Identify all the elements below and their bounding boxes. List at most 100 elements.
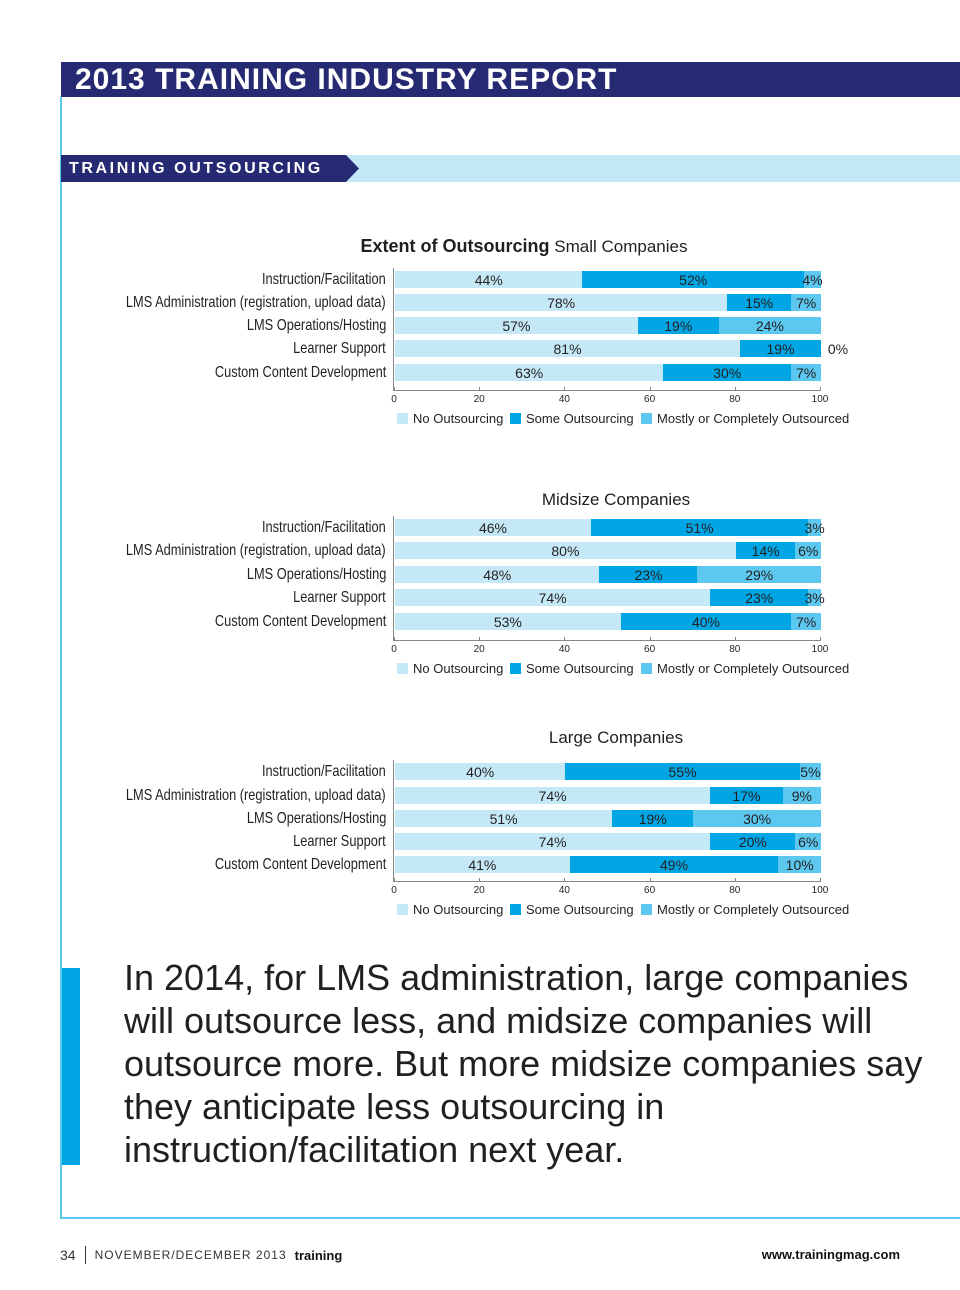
data-label: 7% (795, 614, 817, 630)
x-tick-label: 60 (644, 644, 656, 655)
bar-no-outsourcing (395, 763, 566, 780)
x-tick-label: 80 (729, 885, 741, 896)
section-tag: TRAINING OUTSOURCING (61, 155, 359, 182)
data-label: 44% (474, 272, 503, 288)
data-label: 5% (800, 764, 821, 780)
bar-no-outsourcing (395, 566, 600, 583)
bar-mostly-outsourced (718, 317, 821, 334)
bar-mostly-outsourced (791, 294, 821, 311)
x-tick-mark (820, 878, 821, 882)
bar-mostly-outsourced (808, 519, 821, 536)
data-label: 30% (713, 365, 742, 381)
legend-label: Some Outsourcing (526, 661, 634, 676)
bar-mostly-outsourced (693, 810, 821, 827)
x-tick-label: 100 (811, 644, 829, 655)
category-label: LMS Operations/Hosting (246, 317, 386, 334)
chart-title: Large Companies (549, 728, 683, 748)
x-tick-mark (734, 878, 736, 882)
data-label: 51% (489, 811, 518, 827)
x-tick-label: 80 (729, 644, 741, 655)
legend-label: Some Outsourcing (526, 902, 634, 917)
category-label: Custom Content Development (214, 613, 386, 630)
bar-some-outsourcing (599, 566, 698, 583)
legend-label: Mostly or Completely Outsourced (657, 411, 850, 426)
left-rule (60, 97, 62, 1219)
x-tick-mark (734, 387, 736, 391)
website-url[interactable]: www.trainingmag.com (761, 1247, 900, 1262)
category-label: LMS Administration (registration, upload… (126, 294, 386, 311)
bar-some-outsourcing (582, 271, 804, 288)
data-label: 40% (691, 614, 720, 630)
data-label: 15% (745, 295, 774, 311)
legend-item-mostly-outsourced: Mostly or Completely Outsourced (641, 661, 849, 676)
legend-label: Mostly or Completely Outsourced (657, 902, 850, 917)
bar-some-outsourcing (637, 317, 719, 334)
bar-no-outsourcing (395, 317, 638, 334)
footer: 34 NOVEMBER/DECEMBER 2013 training (60, 1246, 342, 1264)
report-title: 2013 TRAINING INDUSTRY REPORT (75, 63, 618, 96)
category-label: Custom Content Development (214, 856, 386, 873)
footer-divider (84, 1246, 86, 1264)
chart-subtitle: Large Companies (548, 728, 684, 747)
x-tick-mark (394, 387, 395, 391)
legend-item-no-outsourcing: No Outsourcing (397, 902, 503, 917)
category-label: Learner Support (293, 340, 386, 357)
bar-no-outsourcing (395, 542, 736, 559)
legend-label: No Outsourcing (413, 661, 504, 676)
bar-mostly-outsourced (803, 271, 821, 288)
x-tick-mark (479, 878, 481, 882)
legend-label: Mostly or Completely Outsourced (657, 661, 850, 676)
category-label: Instruction/Facilitation (262, 519, 386, 536)
data-label: 6% (798, 834, 819, 850)
data-label: 51% (685, 520, 714, 536)
issue-date: NOVEMBER/DECEMBER 2013 (94, 1248, 287, 1262)
quote-accent-bar (62, 968, 80, 1165)
bar-some-outsourcing (612, 810, 694, 827)
legend-swatch (641, 413, 652, 424)
x-tick-mark (564, 878, 566, 882)
bar-no-outsourcing (395, 294, 728, 311)
data-label: 81% (553, 341, 582, 357)
data-label: 78% (547, 295, 576, 311)
section-title: TRAINING OUTSOURCING (69, 160, 323, 177)
data-label: 46% (478, 520, 507, 536)
legend-item-some-outsourcing: Some Outsourcing (510, 902, 634, 917)
legend-label: No Outsourcing (413, 411, 504, 426)
data-label: 17% (732, 788, 761, 804)
bar-some-outsourcing (620, 613, 792, 630)
bar-some-outsourcing (590, 519, 809, 536)
x-tick-label: 20 (473, 394, 485, 405)
x-tick-label: 20 (473, 885, 485, 896)
report-header: 2013 TRAINING INDUSTRY REPORT (61, 62, 960, 97)
data-label: 74% (538, 788, 567, 804)
bar-some-outsourcing (735, 542, 796, 559)
bar-mostly-outsourced (808, 589, 821, 606)
bar-no-outsourcing (395, 856, 570, 873)
legend-item-some-outsourcing: Some Outsourcing (510, 411, 634, 426)
x-tick-mark (649, 387, 651, 391)
data-label: 52% (679, 272, 708, 288)
legend-swatch (397, 663, 408, 674)
bar-some-outsourcing (710, 589, 809, 606)
x-tick-mark (479, 637, 481, 641)
legend-label: No Outsourcing (413, 902, 504, 917)
category-label: Custom Content Development (214, 364, 386, 381)
legend-swatch (510, 904, 521, 915)
x-tick-mark (564, 637, 566, 641)
category-label: LMS Operations/Hosting (246, 810, 386, 827)
x-tick-label: 60 (644, 885, 656, 896)
data-label: 14% (751, 543, 780, 559)
bar-no-outsourcing (395, 833, 711, 850)
x-tick-mark (734, 637, 736, 641)
x-tick-mark (564, 387, 566, 391)
category-label: LMS Administration (registration, upload… (126, 542, 386, 559)
pull-quote: In 2014, for LMS administration, large c… (124, 957, 923, 1170)
bar-some-outsourcing (727, 294, 792, 311)
chart-title: Midsize Companies (542, 490, 690, 510)
x-tick-mark (394, 878, 395, 882)
data-label: 40% (466, 764, 495, 780)
x-axis-line (393, 881, 821, 882)
legend-swatch (397, 413, 408, 424)
x-tick-label: 80 (729, 394, 741, 405)
legend-swatch (510, 663, 521, 674)
